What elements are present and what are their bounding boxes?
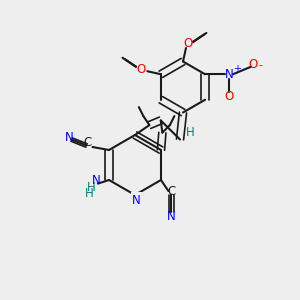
Text: C: C xyxy=(167,184,175,198)
Text: N: N xyxy=(92,174,100,188)
Text: N: N xyxy=(65,130,74,144)
Text: O: O xyxy=(248,58,258,71)
Text: N: N xyxy=(132,194,141,207)
Text: N: N xyxy=(167,209,176,223)
Text: -: - xyxy=(259,60,262,70)
Text: H: H xyxy=(186,125,195,139)
Text: O: O xyxy=(137,63,146,76)
Text: O: O xyxy=(224,90,234,103)
Text: O: O xyxy=(183,37,192,50)
Text: +: + xyxy=(233,64,241,74)
Text: C: C xyxy=(83,136,92,149)
Text: H: H xyxy=(87,181,95,194)
Text: N: N xyxy=(225,68,233,81)
Text: H: H xyxy=(85,187,93,200)
